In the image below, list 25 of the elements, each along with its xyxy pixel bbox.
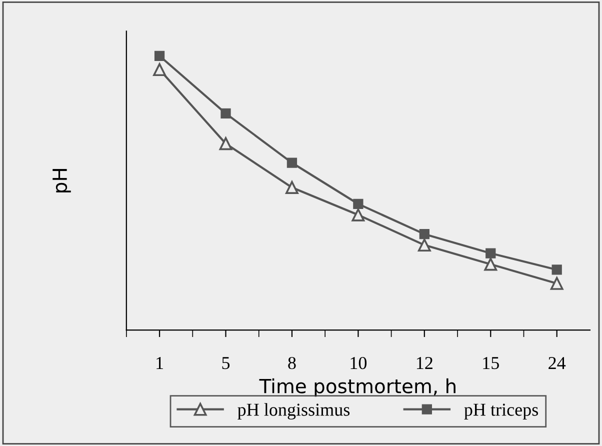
legend-label: pH triceps [464, 404, 538, 420]
x-tick-label: 15 [483, 357, 499, 370]
x-tick-label: 8 [288, 356, 296, 370]
point [353, 198, 364, 210]
point [220, 108, 231, 119]
point [484, 258, 498, 271]
point [219, 137, 232, 150]
point [418, 238, 431, 252]
y-axis-title: pH [52, 169, 71, 192]
point [486, 248, 496, 258]
x-tick-label: 10 [350, 356, 367, 370]
x-tick-label: 12 [416, 357, 432, 369]
point [286, 158, 298, 168]
x-tick-label: 5 [222, 357, 230, 370]
point [552, 264, 562, 275]
x-tick-label: 1 [156, 357, 163, 369]
point [352, 208, 365, 222]
point [419, 229, 430, 240]
legend-label: pH longissimus [238, 403, 350, 420]
point [550, 276, 564, 290]
point [153, 63, 166, 76]
point [154, 50, 165, 61]
x-axis-title: Time postmortem, h [259, 378, 456, 398]
x-tick-label: 24 [548, 357, 566, 369]
point [286, 181, 298, 194]
